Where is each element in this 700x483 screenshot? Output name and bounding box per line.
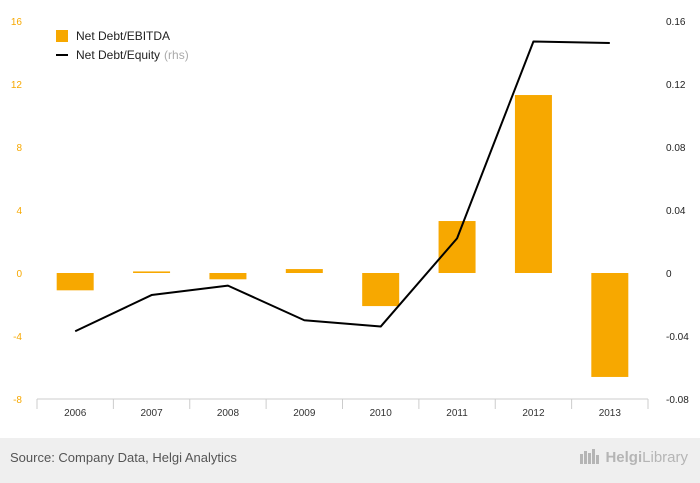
x-axis-tick-label: 2008 (217, 408, 240, 419)
footer: Source: Company Data, Helgi Analytics He… (0, 438, 700, 483)
x-axis-tick-label: 2007 (140, 408, 163, 419)
legend-item-line[interactable]: Net Debt/Equity (rhs) (56, 45, 189, 64)
chart: 16 12 8 4 0 -4 -8 0.16 0.12 0.08 0.04 0 -0.04 -0.08 20… (11, 17, 689, 419)
left-axis-tick-label: -8 (13, 395, 22, 406)
axes (36, 398, 649, 409)
legend-line-label: Net Debt/Equity (76, 47, 161, 62)
legend-item-bars[interactable]: Net Debt/EBITDA (56, 26, 189, 45)
line-series (74, 40, 610, 333)
bar-series (56, 95, 629, 377)
x-axis-tick-label: 2009 (293, 408, 316, 419)
x-axis-tick-label: 2006 (64, 408, 87, 419)
bar (209, 273, 247, 280)
x-axis-tick-label: 2013 (599, 408, 622, 419)
right-axis-tick-label: -0.04 (666, 332, 689, 343)
right-axis-tick-label: 0.04 (666, 206, 686, 217)
bar (285, 269, 323, 273)
bar (591, 273, 629, 377)
right-axis-tick-label: 0.16 (666, 17, 686, 28)
bar (362, 273, 400, 307)
legend-line-swatch (56, 53, 68, 56)
source-note: Source: Company Data, Helgi Analytics (10, 450, 237, 465)
x-axis-tick-label: 2010 (370, 408, 393, 419)
left-axis-tick-label: 8 (16, 143, 22, 154)
bar (514, 95, 552, 274)
right-axis-tick-label: 0.12 (666, 80, 686, 91)
x-axis-tick-label: 2012 (522, 408, 545, 419)
x-axis-tick-label: 2011 (446, 408, 468, 419)
left-axis-tick-label: 12 (11, 80, 23, 91)
left-axis-tick-label: 0 (16, 269, 22, 280)
right-axis-tick-label: 0.08 (666, 143, 686, 154)
legend-bar-swatch (56, 29, 68, 42)
brand-logo[interactable]: HelgiLibrary (579, 448, 688, 468)
bar (438, 221, 476, 273)
left-axis-tick-label: 16 (11, 17, 23, 28)
right-axis-tick-label: -0.08 (666, 395, 689, 406)
brand-name-regular: Library (642, 448, 688, 466)
left-axis-tick-label: 4 (16, 206, 22, 217)
bar (56, 273, 94, 291)
library-icon (579, 448, 601, 468)
left-axis-tick-label: -4 (13, 332, 22, 343)
brand-name-bold: Helgi (605, 448, 643, 466)
tick-labels: 16 12 8 4 0 -4 -8 0.16 0.12 0.08 0.04 0 -0.04 -0.08 20… (11, 17, 689, 419)
right-axis-tick-label: 0 (666, 269, 672, 280)
bar (133, 271, 171, 273)
legend-bar-label: Net Debt/EBITDA (76, 28, 171, 43)
legend: Net Debt/EBITDA Net Debt/Equity (rhs) (56, 26, 189, 64)
legend-rhs-note: (rhs) (164, 47, 189, 62)
series-line (74, 40, 610, 333)
